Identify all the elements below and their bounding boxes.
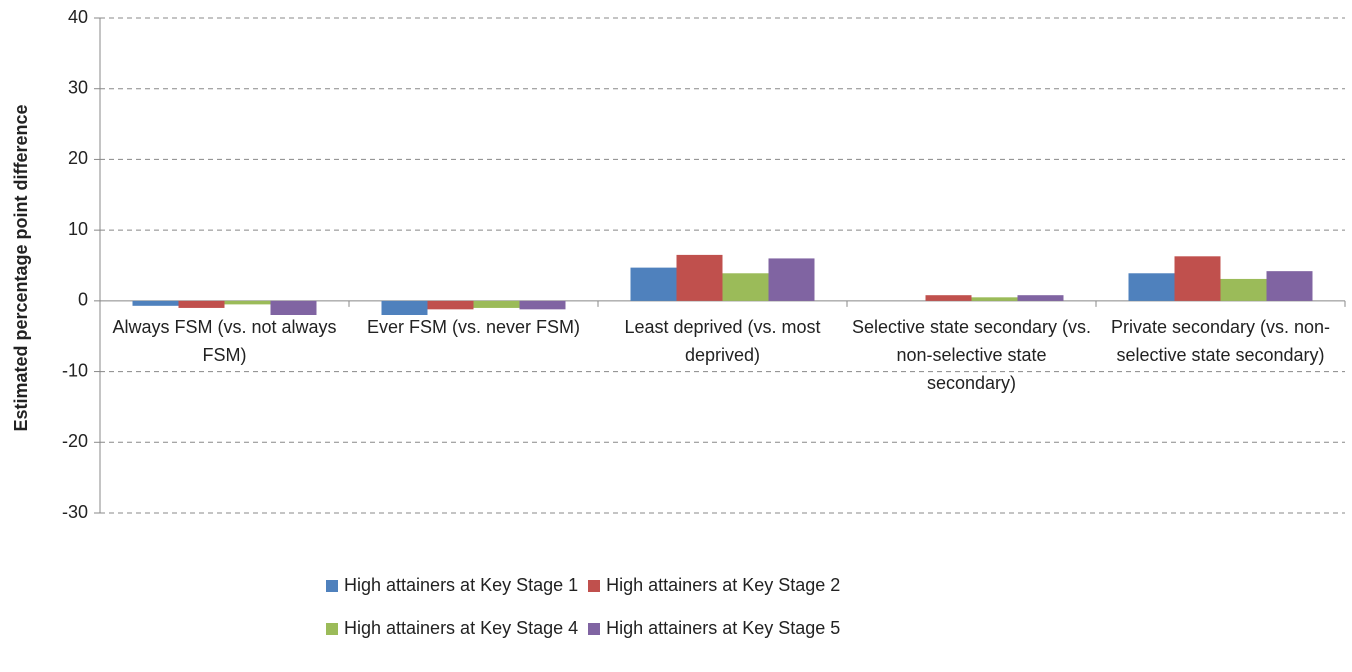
legend-label: High attainers at Key Stage 4 [344,618,579,638]
bar [1128,273,1175,301]
y-tick-label: 0 [78,290,88,310]
bar [676,254,723,301]
bar [722,273,769,301]
y-tick-label: -10 [62,360,88,380]
x-tick-label: Always FSM (vs. not always FSM) [112,316,337,365]
x-tick-label: Private secondary (vs. non-selective sta… [1110,316,1331,365]
legend-label: High attainers at Key Stage 5 [606,618,841,638]
legend-swatch [588,579,601,592]
bar [1174,256,1221,301]
x-tick-label: Ever FSM (vs. never FSM) [366,316,581,337]
y-axis-label: Estimated percentage point difference [11,104,31,431]
legend-item: High attainers at Key Stage 4 [326,618,578,639]
x-tick-label: Least deprived (vs. most deprived) [624,316,821,365]
x-tick-label: Selective state secondary (vs. non-selec… [851,316,1092,393]
legend: High attainers at Key Stage 1 High attain… [326,575,846,639]
legend-item: High attainers at Key Stage 2 [588,575,840,596]
legend-swatch [588,622,601,635]
bar [381,300,428,315]
y-tick-label: 20 [68,148,88,168]
legend-item: High attainers at Key Stage 5 [588,618,840,639]
bar [224,300,271,305]
bar [132,300,179,306]
bar [925,295,972,301]
bar [427,300,474,310]
legend-label: High attainers at Key Stage 2 [606,575,841,595]
legend-label: High attainers at Key Stage 1 [344,575,579,595]
bar [270,300,317,315]
legend-swatch [326,579,338,592]
bar [519,300,566,310]
bar [473,300,520,308]
bar [630,267,677,301]
bar [178,300,225,308]
bar [768,258,815,301]
bar [1266,271,1313,301]
y-tick-label: 10 [68,219,88,239]
y-tick-label: 40 [68,7,88,27]
y-tick-label: -20 [62,431,88,451]
bar [1220,278,1267,301]
bar [971,297,1018,301]
bar [1017,295,1064,301]
legend-item: High attainers at Key Stage 1 [326,575,578,596]
legend-swatch [326,622,338,635]
y-tick-label: 30 [68,77,88,97]
y-tick-label: -30 [62,502,88,522]
